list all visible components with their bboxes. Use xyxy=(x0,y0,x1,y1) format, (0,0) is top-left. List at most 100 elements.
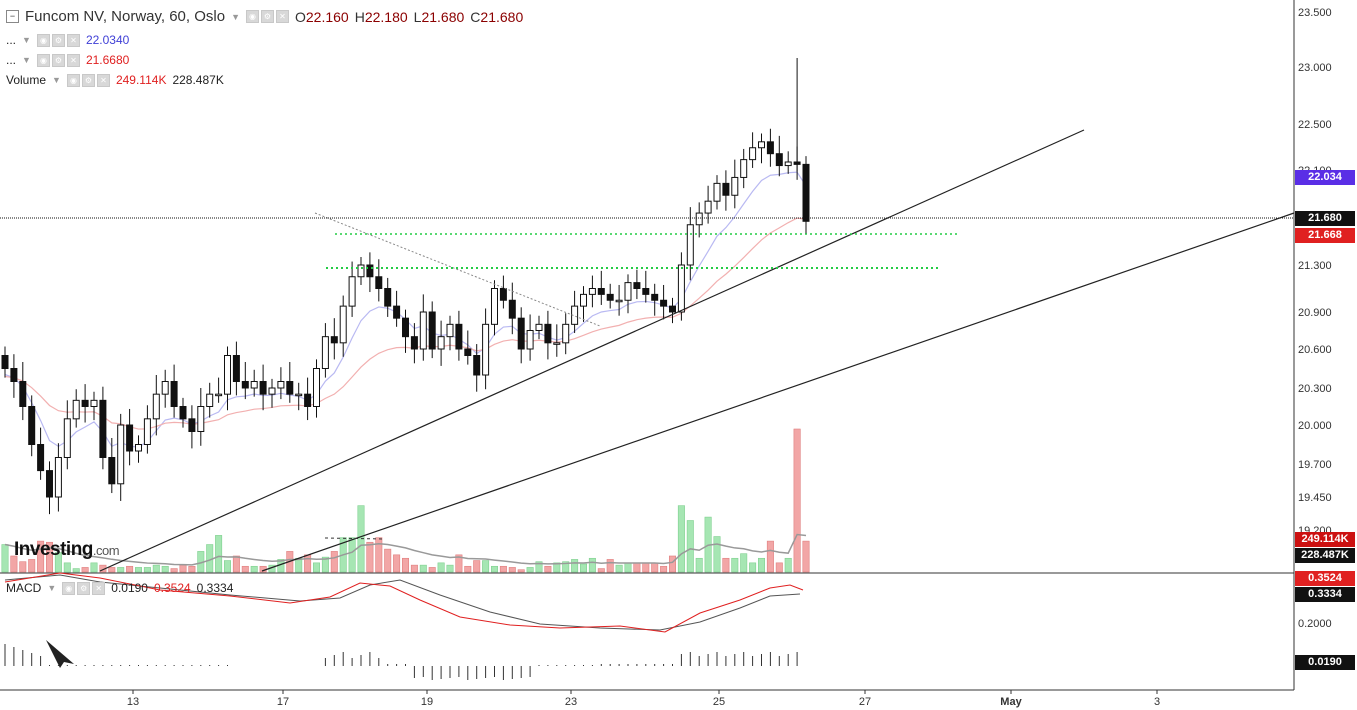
volume-bar xyxy=(117,567,125,573)
volume-ma-value: 228.487K xyxy=(172,73,224,87)
price-tick-label: 19.450 xyxy=(1298,492,1332,504)
close-icon[interactable]: ✕ xyxy=(96,73,110,87)
volume-bar xyxy=(535,561,543,573)
macd-legend: MACD ▼ ◉ ⚙ ✕ 0.0190 0.3524 0.3334 xyxy=(6,581,233,595)
macd-pane xyxy=(0,572,1294,680)
volume-bar xyxy=(579,563,587,573)
close-icon[interactable]: ✕ xyxy=(66,33,80,47)
candle-up xyxy=(553,342,561,345)
chevron-down-icon[interactable]: ▼ xyxy=(231,11,240,22)
chevron-down-icon[interactable]: ▼ xyxy=(52,75,61,85)
candle-up xyxy=(526,330,534,350)
candle-down xyxy=(722,182,730,196)
volume-bar xyxy=(143,567,151,573)
candle-up xyxy=(313,368,320,407)
volume-bar xyxy=(45,541,53,573)
gear-icon[interactable]: ⚙ xyxy=(51,33,65,47)
close-icon[interactable]: ✕ xyxy=(92,581,106,595)
chevron-down-icon[interactable]: ▼ xyxy=(22,55,31,65)
volume-bar xyxy=(446,564,454,573)
candle-down xyxy=(517,317,525,350)
volume-bar xyxy=(757,557,765,573)
candle-down xyxy=(544,323,552,344)
volume-bar xyxy=(19,561,27,573)
candle-up xyxy=(624,282,632,301)
candle-down xyxy=(669,305,676,313)
gear-icon[interactable]: ⚙ xyxy=(77,581,91,595)
volume-bar xyxy=(232,555,240,573)
candle-down xyxy=(606,293,614,301)
candle-down xyxy=(473,355,481,376)
time-tick-label: 19 xyxy=(421,696,433,708)
gear-icon[interactable]: ⚙ xyxy=(261,10,274,23)
candle-up xyxy=(250,381,258,389)
volume-bar xyxy=(624,562,632,573)
candle-down xyxy=(597,288,605,295)
title-buttons: ◉ ⚙ ✕ xyxy=(246,10,289,23)
volume-bar xyxy=(295,557,303,573)
candle-down xyxy=(766,141,774,155)
volume-bar xyxy=(108,567,116,573)
candle-up xyxy=(215,393,223,397)
candle-down xyxy=(108,457,116,485)
chart-title: Funcom NV, Norway, 60, Oslo xyxy=(25,8,226,25)
candle-up xyxy=(677,264,685,313)
candle-up xyxy=(348,276,356,307)
volume-bar xyxy=(455,554,463,573)
collapse-icon[interactable]: − xyxy=(6,10,19,23)
chevron-down-icon[interactable]: ▼ xyxy=(22,35,31,45)
candle-down xyxy=(660,299,668,307)
ohlc-open: O22.160 xyxy=(295,8,349,25)
eye-icon[interactable]: ◉ xyxy=(36,33,50,47)
volume-bar xyxy=(63,562,71,573)
volume-bar xyxy=(784,557,792,573)
candle-down xyxy=(170,381,178,407)
volume-bar xyxy=(10,555,18,573)
volume-bar xyxy=(206,544,214,573)
candle-down xyxy=(241,381,249,389)
price-tag-macd: 0.3524 xyxy=(1295,571,1355,586)
candle-up xyxy=(588,288,596,295)
close-icon[interactable]: ✕ xyxy=(276,10,289,23)
volume-bar xyxy=(304,554,312,573)
volume-bar xyxy=(72,568,80,573)
close-icon[interactable]: ✕ xyxy=(66,53,80,67)
candle-up xyxy=(206,393,214,407)
eye-icon[interactable]: ◉ xyxy=(36,53,50,67)
macd-label[interactable]: MACD xyxy=(6,581,42,595)
indicator-label[interactable]: Volume xyxy=(6,73,47,87)
volume-bar xyxy=(740,553,748,573)
candle-up xyxy=(446,323,454,338)
candle-up xyxy=(784,161,792,167)
candle-up xyxy=(197,406,205,432)
gear-icon[interactable]: ⚙ xyxy=(81,73,95,87)
indicator-label[interactable]: ... xyxy=(6,53,17,67)
volume-bar xyxy=(642,562,650,573)
gear-icon[interactable]: ⚙ xyxy=(51,53,65,67)
candle-up xyxy=(713,182,721,202)
volume-bar xyxy=(215,535,223,573)
volume-bar xyxy=(437,562,445,573)
candle-up xyxy=(357,264,365,278)
candle-down xyxy=(802,163,810,222)
indicator-label[interactable]: ... xyxy=(6,33,17,47)
volume-bar xyxy=(54,552,62,573)
candle-up xyxy=(419,311,427,350)
candle-down xyxy=(99,399,107,459)
eye-icon[interactable]: ◉ xyxy=(66,73,80,87)
volume-bar xyxy=(668,555,676,573)
macd-tick-label: 0.2000 xyxy=(1298,618,1332,630)
indicator-value: 22.0340 xyxy=(85,33,130,47)
candle-up xyxy=(491,288,498,325)
volume-bar xyxy=(473,560,481,573)
candle-down xyxy=(19,381,27,407)
volume-bar xyxy=(695,557,703,573)
chevron-down-icon[interactable]: ▼ xyxy=(47,583,57,593)
volume-bar xyxy=(375,537,383,573)
volume-bar xyxy=(802,540,810,573)
eye-icon[interactable]: ◉ xyxy=(246,10,259,23)
volume-bar xyxy=(544,565,552,573)
eye-icon[interactable]: ◉ xyxy=(62,581,76,595)
investing-logo: Investing.com xyxy=(14,539,120,560)
